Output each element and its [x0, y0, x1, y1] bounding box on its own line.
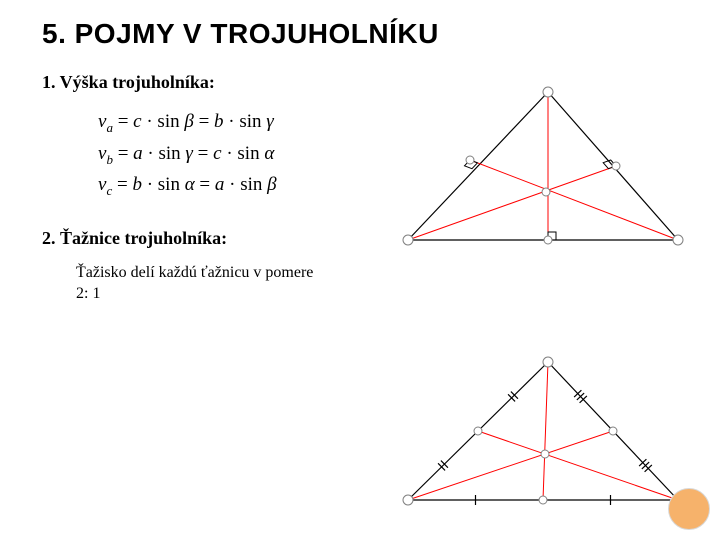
section2-body: Ťažisko delí každú ťažnicu v pomere 2: 1: [76, 263, 316, 305]
decor-circle-icon: [668, 488, 710, 530]
figure-altitudes: [388, 80, 698, 260]
page-title: 5. POJMY V TROJUHOLNÍKU: [42, 18, 692, 50]
figure-medians: [388, 350, 698, 520]
